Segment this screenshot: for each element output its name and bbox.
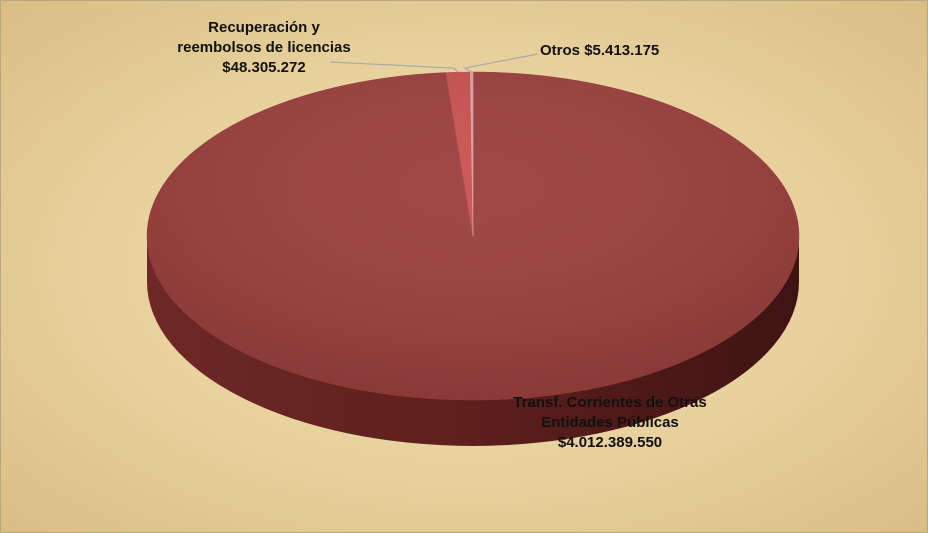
category-name: Transf. Corrientes de Otras Entidades Pú… xyxy=(513,394,707,431)
category-name: Otros xyxy=(540,42,581,59)
value-label: $48.305.272 xyxy=(222,59,306,76)
value-label: $4.012.389.550 xyxy=(557,434,663,451)
pie-shading xyxy=(147,72,799,400)
pie-side xyxy=(147,236,799,446)
leader-line xyxy=(329,61,459,73)
category-name: Recuperación y reembolsos de licencias xyxy=(177,19,351,56)
slice-label: Otros $5.413.175 xyxy=(540,41,700,61)
slice-label: Transf. Corrientes de Otras Entidades Pú… xyxy=(510,393,710,453)
slice-label: Recuperación y reembolsos de licencias $4… xyxy=(176,18,352,78)
value-label: $5.413.175 xyxy=(584,42,660,59)
leader-line xyxy=(463,53,539,73)
